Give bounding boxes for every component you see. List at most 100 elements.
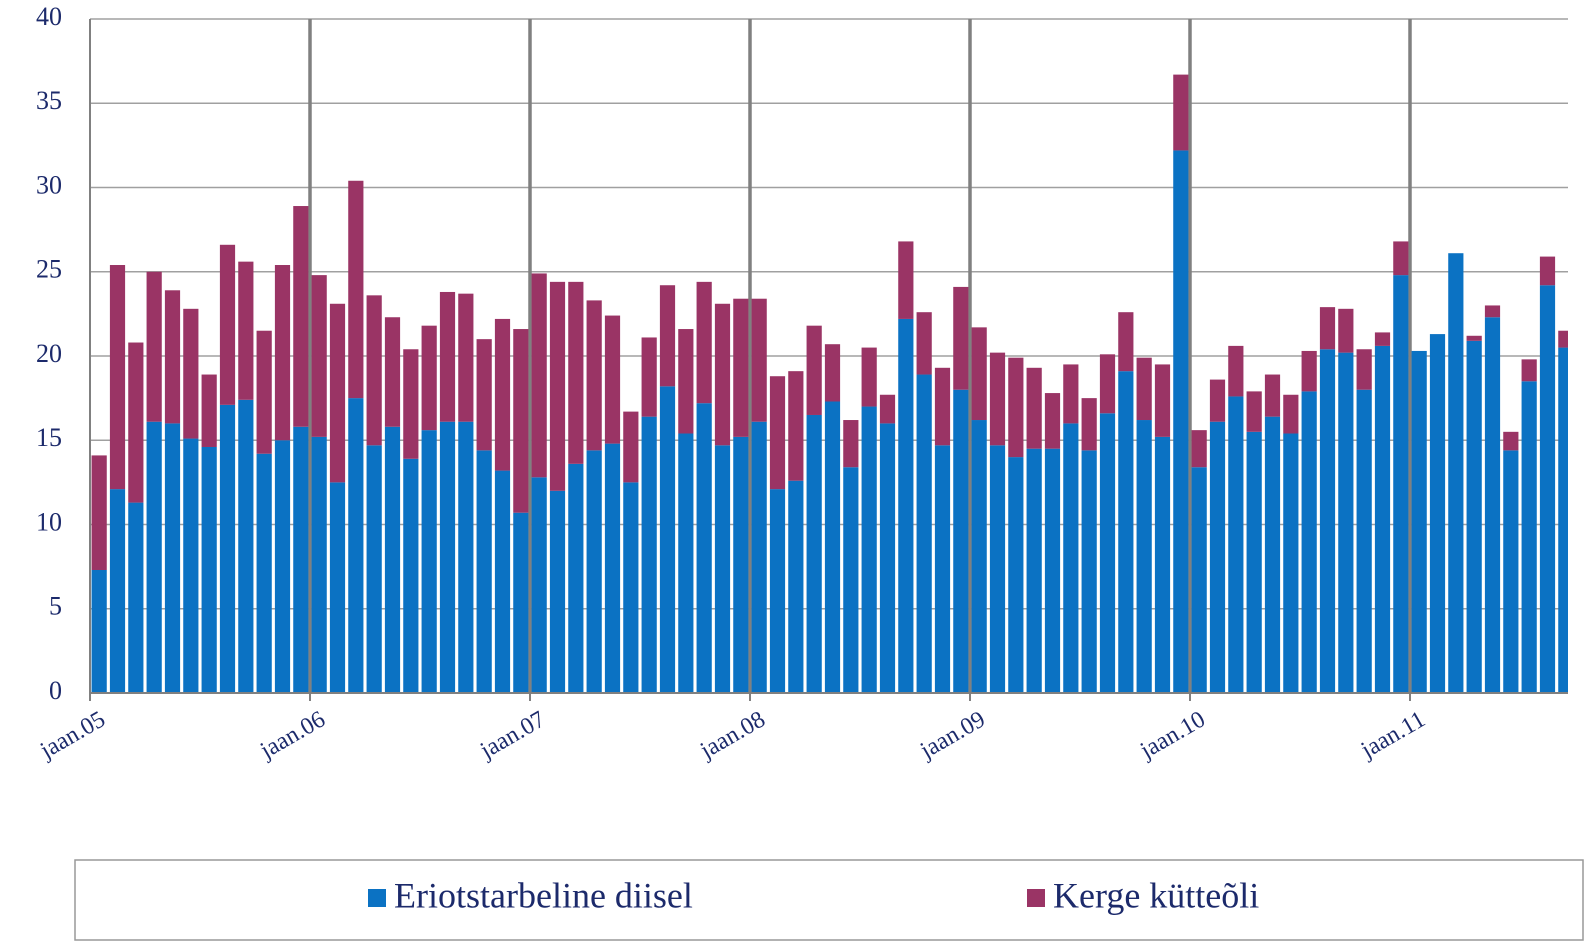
bar-segment [568,281,584,464]
bar-segment [971,327,987,421]
bar-segment [916,374,932,693]
bar-segment [183,308,199,439]
bar-segment [1228,396,1244,693]
bar-segment [604,443,621,693]
bar-segment [549,490,566,693]
y-tick-label: 0 [49,676,62,705]
bar-segment [128,502,144,693]
bar-segment [861,406,877,693]
x-tick-label: jaan.09 [915,706,989,764]
bar-segment [1356,349,1372,390]
y-tick-label: 40 [36,2,62,31]
bar-segment [256,453,272,693]
bar-segment [843,467,859,693]
bar-segment [1264,416,1281,693]
bar-segment [769,489,786,693]
bar-segment [1081,450,1097,693]
bar-segment [843,420,859,468]
bar-segment [1558,347,1568,693]
bar-segment [879,394,896,424]
bar-segment [403,349,419,459]
y-tick-label: 35 [36,86,62,115]
bar-segment [1099,413,1116,693]
bar-segment [1008,457,1024,693]
legend-label: Kerge kütteõli [1053,875,1259,915]
bar-segment [696,281,712,404]
bar-segment [623,482,639,693]
bar-segment [1466,340,1482,693]
bar-segment [824,344,841,402]
bar-segment [183,438,199,693]
bar-segment [934,445,951,693]
bar-segment [1209,421,1226,693]
bar-segment [1044,393,1061,449]
bar-segment [513,329,529,513]
plot-area [90,18,1568,694]
bar-segment [641,337,657,417]
bar-segment [549,281,566,491]
bar-segment [513,512,529,693]
bar-segment [1301,391,1317,693]
bar-segment [1393,241,1409,276]
bar-segment [953,389,969,693]
bar-segment [164,423,181,693]
bar-segment [1466,335,1482,341]
bar-segment [989,445,1006,693]
bar-segment [1026,448,1042,693]
bar-segment [733,436,749,693]
bar-segment [733,298,749,437]
bar-segment [1338,308,1354,353]
bar-segment [1503,450,1519,693]
bar-segment [439,291,456,422]
bar-segment [1154,436,1171,693]
bar-segment [714,303,731,446]
bar-segment [678,433,694,693]
bar-segment [293,206,309,427]
bar-segment [476,339,492,451]
bar-segment [421,325,437,431]
bar-segment [971,420,987,693]
bar-segment [1338,352,1354,693]
x-tick-label: jaan.07 [475,706,549,764]
bar-segment [659,386,676,693]
bar-segment [219,244,236,405]
legend-label: Eriotstarbeline diisel [394,875,693,915]
bar-segment [1521,381,1537,693]
bar-segment [421,430,437,693]
bar-segment [879,423,896,693]
bar-segment [898,318,914,693]
bar-segment [1191,467,1207,693]
bar-segment [806,414,822,693]
bar-segment [238,399,254,693]
bar-segment [1484,305,1501,318]
bar-segment [1319,349,1336,693]
bar-segment [934,367,951,446]
bar-segment [348,398,364,693]
bar-segment [476,450,492,693]
x-tick-label: jaan.08 [695,706,769,764]
bar-segment [769,376,786,490]
bar-segment [1301,350,1317,392]
bar-segment [1136,357,1152,421]
bar-segment [1026,367,1042,449]
bar-segment [1154,364,1171,437]
bar-segment [1099,354,1116,414]
x-tick-label: jaan.06 [255,706,329,764]
bar-segment [1246,431,1262,693]
bar-segment [1558,330,1568,348]
axes: 0 5 10 15 20 25 30 35 40 jaan.05 jaan.06 jaan.07 jaa… [35,2,1568,764]
bar-segment [366,295,382,446]
bar-segment [384,317,401,427]
bar-segment [494,470,511,693]
bar-segment [714,445,731,693]
bar-segment [806,325,822,415]
bar-segment [1209,379,1226,422]
y-tick-label: 15 [36,423,62,452]
bar-segment [1173,74,1189,151]
bar-segment [568,463,584,693]
bar-segment [1191,430,1207,468]
y-tick-label: 20 [36,339,62,368]
bar-segment [1118,312,1134,372]
bar-segment [861,347,877,407]
bar-segment [1008,357,1024,458]
